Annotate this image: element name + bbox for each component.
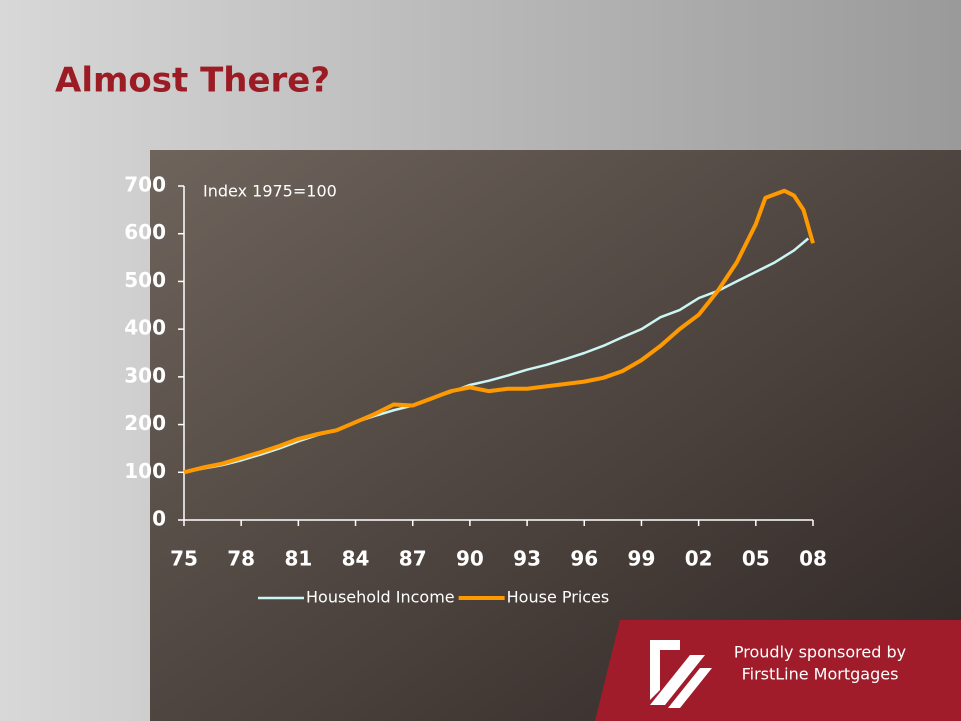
legend-label: House Prices (507, 588, 610, 607)
y-tick-label: 300 (124, 363, 166, 387)
line-series (183, 188, 815, 475)
y-tick-label: 600 (124, 220, 166, 244)
x-tick-label: 78 (227, 547, 255, 571)
y-tick-label: 500 (124, 268, 166, 292)
x-tick-label: 08 (799, 547, 827, 571)
x-tick-label: 75 (170, 547, 198, 571)
line-series (183, 237, 810, 474)
y-tick-label: 0 (152, 507, 166, 531)
sponsor-logo (650, 640, 712, 708)
x-tick-label: 05 (742, 547, 770, 571)
x-tick-label: 81 (284, 547, 312, 571)
y-tick-label: 700 (124, 173, 166, 197)
slide-title: Almost There? (55, 61, 330, 101)
x-tick-label: 99 (628, 547, 656, 571)
x-tick-label: 93 (513, 547, 541, 571)
x-tick-label: 96 (570, 547, 598, 571)
sponsor-text: Proudly sponsored by (734, 643, 906, 662)
y-tick-label: 400 (124, 316, 166, 340)
y-tick-label: 100 (124, 459, 166, 483)
x-tick-label: 87 (399, 547, 427, 571)
sponsor-text: FirstLine Mortgages (742, 665, 899, 684)
x-tick-label: 90 (456, 547, 484, 571)
y-tick-label: 200 (124, 411, 166, 435)
legend-label: Household Income (306, 588, 455, 607)
x-tick-label: 02 (685, 547, 713, 571)
x-tick-label: 84 (342, 547, 370, 571)
annotation: Index 1975=100 (203, 182, 337, 201)
